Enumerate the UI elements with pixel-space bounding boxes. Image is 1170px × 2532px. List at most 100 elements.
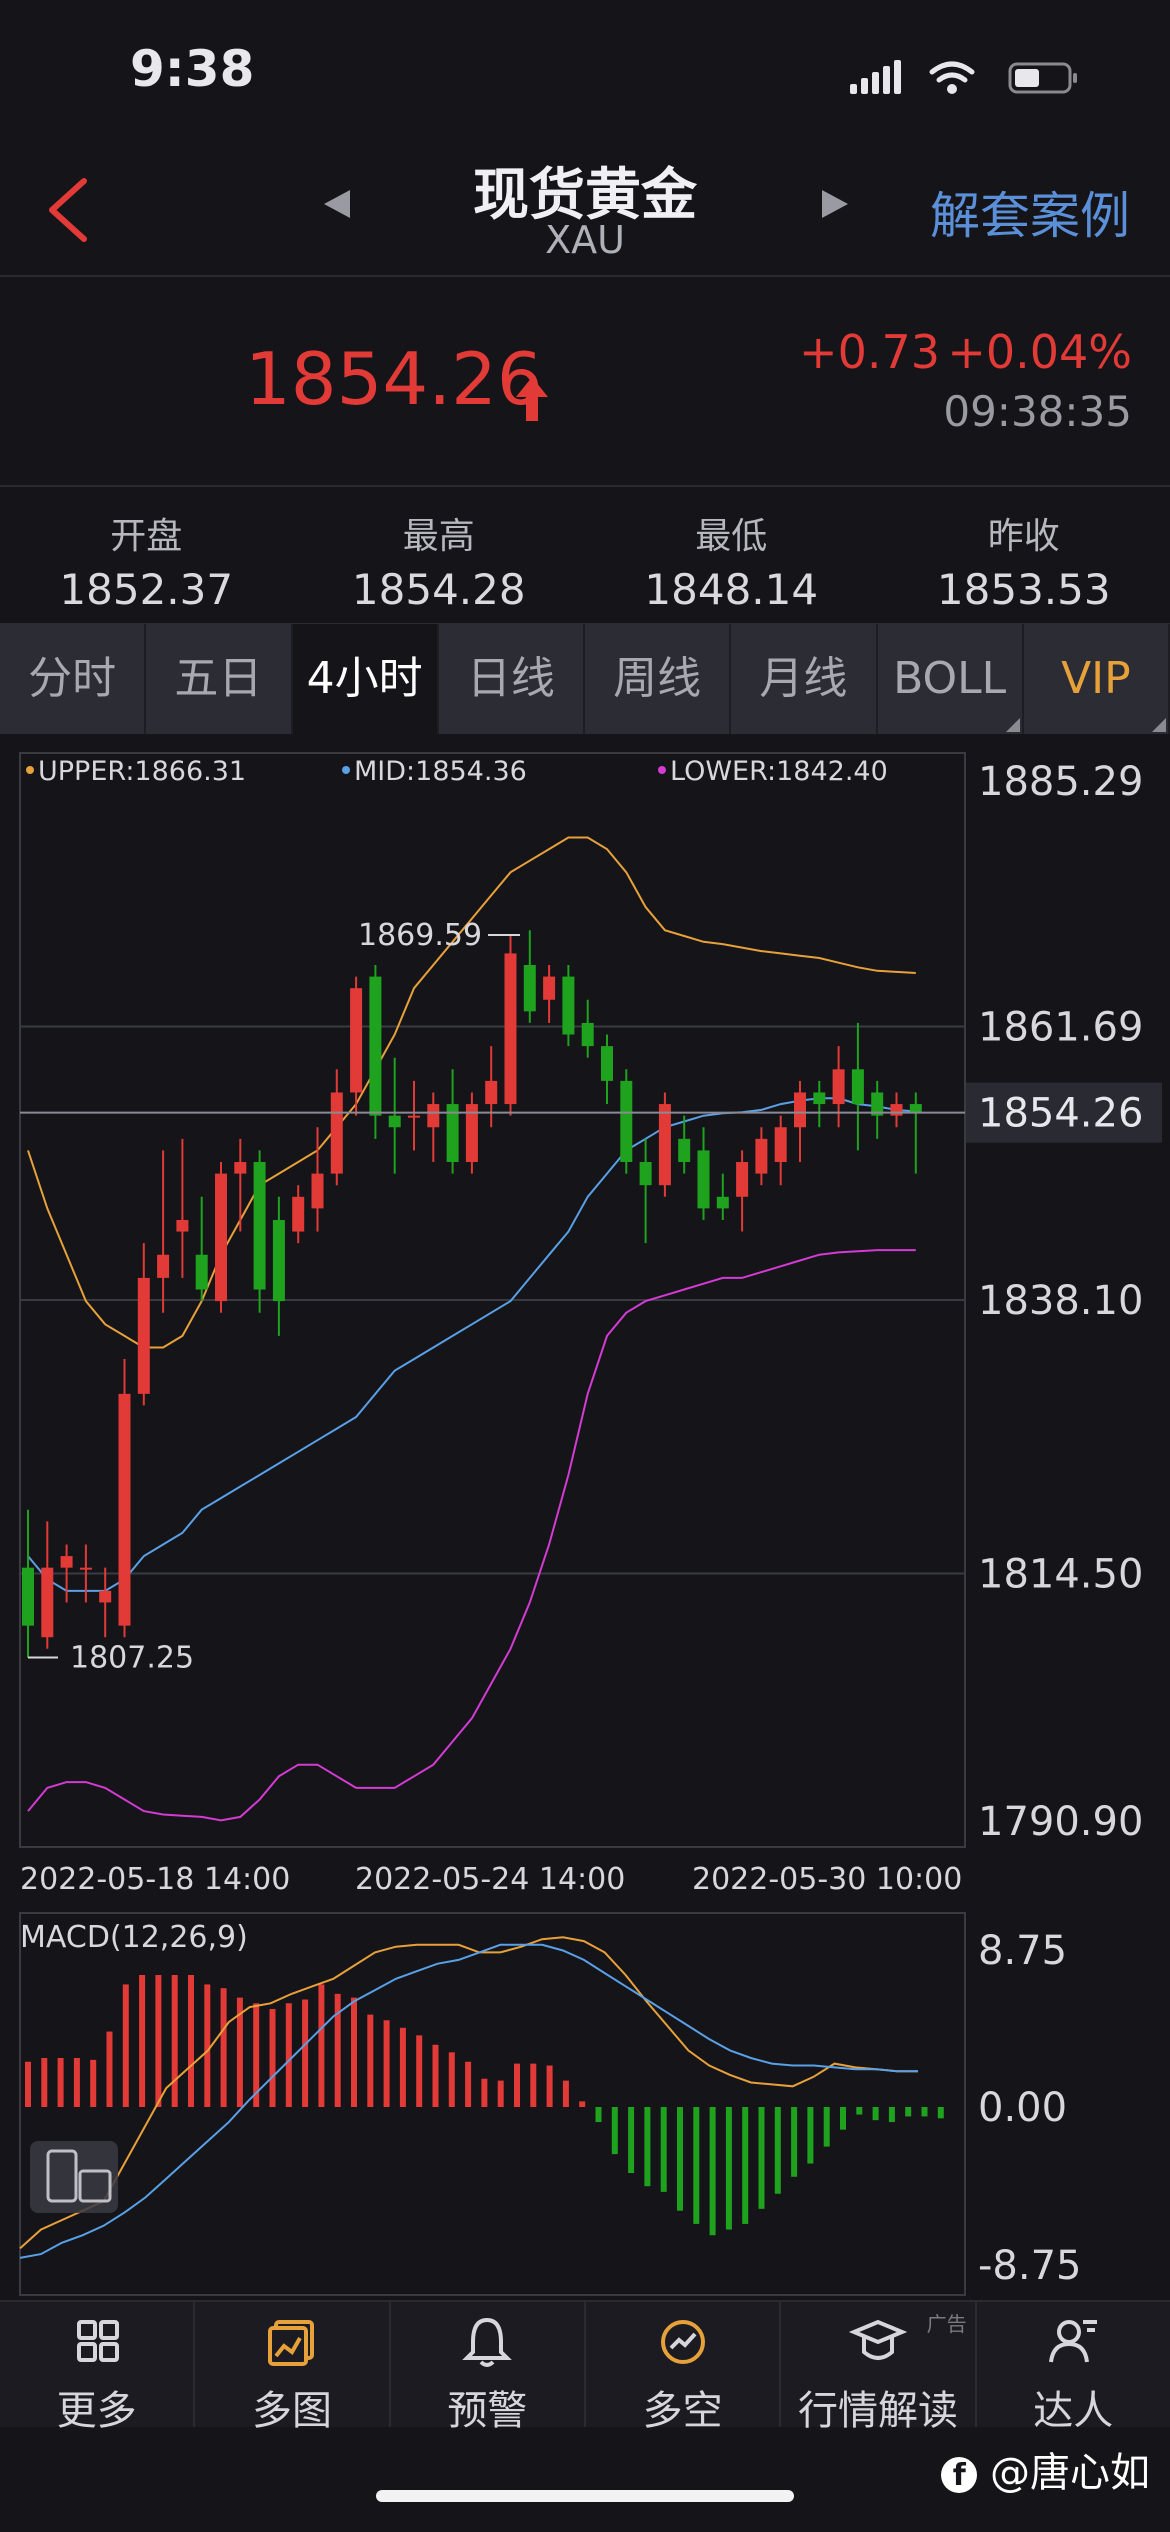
- macd-histogram-bar: [644, 2107, 651, 2187]
- bell-icon: [462, 2317, 513, 2367]
- tab-five-day[interactable]: 五日: [146, 624, 293, 734]
- macd-histogram-bar: [318, 1984, 325, 2107]
- signal-icon: [850, 60, 901, 94]
- candle: [446, 1069, 459, 1174]
- tab-boll[interactable]: BOLL: [878, 624, 1024, 734]
- x-tick-label: 2022-05-24 14:00: [355, 1862, 625, 1897]
- candle: [601, 1034, 613, 1105]
- macd-histogram-bar: [677, 2107, 683, 2211]
- phone-icon: [46, 2149, 78, 2203]
- macd-histogram-bar: [399, 2027, 406, 2107]
- back-chevron-icon[interactable]: [42, 175, 94, 245]
- nav-experts[interactable]: 达人: [977, 2302, 1170, 2434]
- macd-histogram-bar: [448, 2052, 455, 2107]
- macd-histogram-bar: [25, 2061, 31, 2107]
- nav-multi-chart[interactable]: 多图: [195, 2302, 391, 2434]
- candle-body: [369, 976, 382, 1116]
- nav-long-short[interactable]: 多空: [586, 2302, 782, 2434]
- macd-y-tick-label: 8.75: [978, 1928, 1067, 1974]
- dropdown-corner-icon: [1005, 718, 1020, 732]
- stat-value: 1848.14: [644, 565, 819, 614]
- macd-histogram-bar: [856, 2107, 863, 2115]
- tab-4h[interactable]: 4小时: [292, 624, 439, 734]
- graduation-icon: [848, 2319, 908, 2360]
- period-tabs: 分时 五日 4小时 日线 周线 月线 BOLL VIP: [0, 624, 1170, 734]
- tab-intraday[interactable]: 分时: [0, 624, 147, 734]
- price-chart[interactable]: 1885.29 1861.69 1838.10 1814.50 1790.90 UPPER…: [0, 735, 1170, 2297]
- macd-histogram-bar: [514, 2063, 520, 2107]
- candle: [311, 1127, 324, 1232]
- macd-histogram-bar: [774, 2107, 781, 2194]
- tab-vip-label: VIP: [1061, 653, 1131, 704]
- candle: [350, 976, 363, 1116]
- tab-monthly[interactable]: 月线: [731, 624, 878, 734]
- macd-histogram-bar: [139, 1975, 146, 2107]
- candle: [253, 1150, 266, 1313]
- tab-daily[interactable]: 日线: [439, 624, 585, 734]
- status-time: 9:38: [130, 40, 255, 98]
- low-annotation-label: 1807.25: [70, 1641, 194, 1676]
- candle: [736, 1150, 749, 1232]
- next-instrument-icon[interactable]: [818, 186, 854, 222]
- macd-histogram-bar: [611, 2107, 618, 2155]
- candle-body: [543, 976, 556, 1000]
- macd-histogram-bar: [709, 2107, 716, 2236]
- candle: [813, 1080, 826, 1128]
- stats-row: 开盘 1852.37 最高 1854.28 最低 1848.14 昨收 1853…: [0, 487, 1170, 625]
- long-short-icon: [660, 2320, 705, 2364]
- stat-low: 最低 1848.14: [585, 487, 878, 623]
- rotate-screen-button[interactable]: [30, 2141, 118, 2213]
- candle: [79, 1544, 92, 1603]
- tab-vip[interactable]: VIP: [1024, 624, 1170, 734]
- candle: [658, 1092, 671, 1197]
- candle: [832, 1046, 845, 1128]
- candle-body: [272, 1219, 285, 1302]
- prev-instrument-icon[interactable]: [318, 186, 354, 222]
- y-tick-label: 1838.10: [978, 1278, 1143, 1324]
- candle: [755, 1127, 768, 1186]
- nav-label: 预警: [447, 2388, 528, 2434]
- candle: [774, 1115, 787, 1186]
- macd-histogram-bar: [416, 2035, 423, 2107]
- macd-histogram-bar: [530, 2063, 537, 2107]
- macd-y-tick-label: 0.00: [978, 2085, 1067, 2131]
- tab-weekly[interactable]: 周线: [585, 624, 732, 734]
- y-tick-label: 1861.69: [978, 1005, 1143, 1051]
- price-summary: 1854.26 +0.73 +0.04% 09:38:35: [0, 277, 1170, 487]
- cases-link[interactable]: 解套案例: [930, 187, 1130, 245]
- header: 现货黄金 XAU 解套案例: [0, 140, 1170, 277]
- nav-more[interactable]: 更多: [0, 2302, 196, 2434]
- status-icons: [850, 60, 1077, 94]
- candle-body: [41, 1567, 54, 1638]
- candle: [369, 964, 382, 1139]
- stat-open: 开盘 1852.37: [0, 487, 293, 623]
- candle-body: [871, 1092, 884, 1116]
- candle-body: [832, 1069, 845, 1105]
- macd-histogram-bar: [693, 2107, 700, 2224]
- candle-body: [465, 1104, 478, 1163]
- candle-body: [311, 1173, 324, 1209]
- candle-body: [716, 1196, 729, 1209]
- current-price-tag: [966, 1082, 1162, 1143]
- quote-time: 09:38:35: [943, 387, 1132, 436]
- macd-histogram-bar: [367, 2014, 374, 2107]
- status-bar: 9:38: [0, 0, 1170, 140]
- macd-histogram-bar: [628, 2107, 635, 2173]
- macd-histogram-bar: [106, 2031, 113, 2107]
- nav-market-insight[interactable]: 广告 行情解读: [781, 2302, 977, 2434]
- bottom-nav: 更多 多图 预警 多空 广告 行情解读: [0, 2300, 1170, 2434]
- battery-icon: [1008, 62, 1077, 94]
- macd-histogram-bar: [840, 2107, 846, 2130]
- candle: [697, 1127, 710, 1220]
- candle-body: [176, 1219, 189, 1232]
- candle: [639, 1138, 652, 1244]
- macd-histogram-bar: [383, 2020, 390, 2107]
- candle: [716, 1173, 729, 1220]
- macd-histogram-bar: [73, 2057, 80, 2107]
- candle: [330, 1069, 343, 1186]
- page-title: 现货黄金: [473, 163, 697, 228]
- nav-alert[interactable]: 预警: [391, 2302, 586, 2434]
- candle-body: [562, 976, 575, 1035]
- facebook-icon: f: [941, 2457, 978, 2493]
- candle: [137, 1243, 150, 1406]
